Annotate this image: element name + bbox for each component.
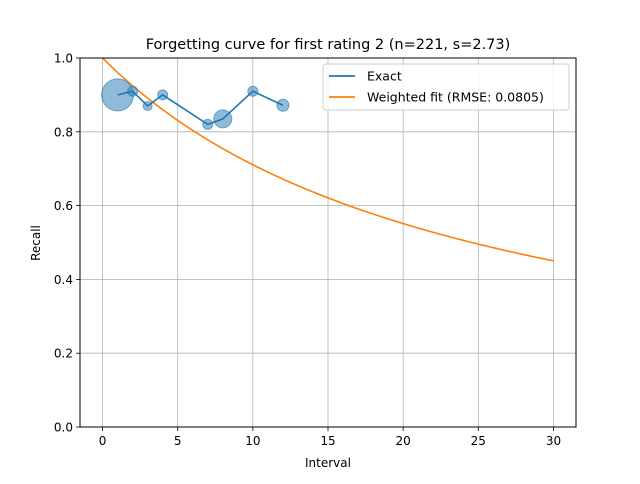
legend-label-exact: Exact xyxy=(367,69,402,84)
fit-series xyxy=(101,57,554,262)
y-tick-label: 0.0 xyxy=(54,421,73,435)
legend-label-weighted-fit: Weighted fit (RMSE: 0.0805) xyxy=(367,90,544,105)
legend: Exact Weighted fit (RMSE: 0.0805) xyxy=(322,63,570,111)
x-tick-label: 25 xyxy=(471,434,486,448)
weighted-fit-line xyxy=(101,57,554,262)
y-axis: 0.0 0.2 0.4 0.6 0.8 1.0 xyxy=(54,52,80,435)
exact-point xyxy=(247,85,259,97)
x-axis: 0 5 10 15 20 25 30 xyxy=(99,427,561,448)
x-tick-label: 10 xyxy=(245,434,260,448)
x-tick-label: 20 xyxy=(396,434,411,448)
y-tick-label: 1.0 xyxy=(54,52,73,66)
legend-box xyxy=(322,63,570,111)
exact-point xyxy=(157,89,169,101)
chart-title: Forgetting curve for first rating 2 (n=2… xyxy=(146,37,511,53)
exact-point xyxy=(127,85,139,97)
x-tick-label: 0 xyxy=(99,434,107,448)
exact-point xyxy=(202,118,214,130)
y-tick-label: 0.8 xyxy=(54,125,73,139)
x-tick-label: 30 xyxy=(546,434,561,448)
y-axis-label: Recall xyxy=(29,225,43,261)
y-tick-label: 0.6 xyxy=(54,199,73,213)
x-axis-label: Interval xyxy=(305,456,351,470)
y-tick-label: 0.4 xyxy=(54,273,73,287)
exact-point xyxy=(213,109,233,129)
x-tick-label: 15 xyxy=(320,434,335,448)
y-tick-label: 0.2 xyxy=(54,347,73,361)
x-tick-label: 5 xyxy=(174,434,182,448)
exact-point xyxy=(276,98,290,112)
exact-series xyxy=(101,78,290,130)
exact-point xyxy=(142,100,153,111)
